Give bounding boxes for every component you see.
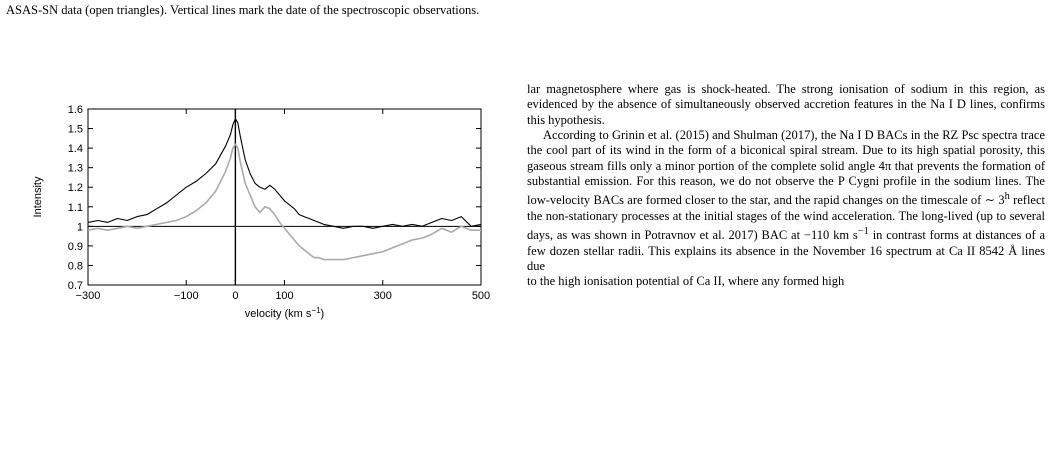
x-tick-label: −300 [76, 290, 101, 302]
x-tick-label: 500 [472, 290, 490, 302]
x-tick-label: 300 [374, 290, 392, 302]
x-axis-label: velocity (km s−1) [245, 306, 324, 320]
y-tick-label: 0.9 [68, 241, 83, 253]
x-tick-label: 0 [232, 290, 238, 302]
y-tick-label: 0.7 [68, 280, 83, 292]
body-text-column: lar magnetosphere where gas is shock-hea… [527, 82, 1045, 292]
y-axis-label: Intensity [32, 176, 44, 217]
y-tick-label: 1.5 [68, 124, 83, 136]
y-tick-label: 1.1 [68, 202, 83, 214]
paragraph-2-part-a: According to Grinin et al. (2015) and Sh… [527, 128, 1045, 208]
paragraph-2-superscript-2: −1 [857, 226, 869, 238]
y-tick-label: 1 [77, 221, 83, 233]
x-tick-label: 100 [275, 290, 293, 302]
y-tick-label: 1.2 [68, 182, 83, 194]
paragraph-1: lar magnetosphere where gas is shock-hea… [527, 82, 1045, 127]
paragraph-2: According to Grinin et al. (2015) and Sh… [527, 128, 1045, 274]
figure-caption-continuation: ASAS-SN data (open triangles). Vertical … [6, 3, 480, 17]
y-tick-label: 0.8 [68, 260, 83, 272]
intensity-velocity-chart: 0.7 0.8 0.9 1 1.1 1.2 1.3 1.4 1.5 1.6 −300 −100 0 100… [0, 95, 500, 325]
series-line-gray [87, 143, 481, 261]
paragraph-2-cut-text: to the high ionisation potential of Ca I… [527, 274, 845, 289]
y-tick-label: 1.4 [68, 143, 83, 155]
paragraph-2-part-b: reflect the non-stationary processes at … [527, 193, 1045, 243]
chart-svg: 0.7 0.8 0.9 1 1.1 1.2 1.3 1.4 1.5 1.6 −300 −100 0 100… [32, 104, 490, 320]
series-line-black [87, 118, 482, 229]
paragraph-2-cut-line: to the high ionisation potential of Ca I… [527, 274, 1045, 292]
y-tick-label: 1.3 [68, 163, 83, 175]
paragraph-2-superscript: h [1004, 191, 1010, 203]
x-tick-label: −100 [174, 290, 199, 302]
paragraph-2-part-c: in contrast forms at distances of a few … [527, 228, 1045, 274]
y-tick-label: 1.6 [68, 104, 83, 116]
plot-frame [87, 108, 482, 286]
